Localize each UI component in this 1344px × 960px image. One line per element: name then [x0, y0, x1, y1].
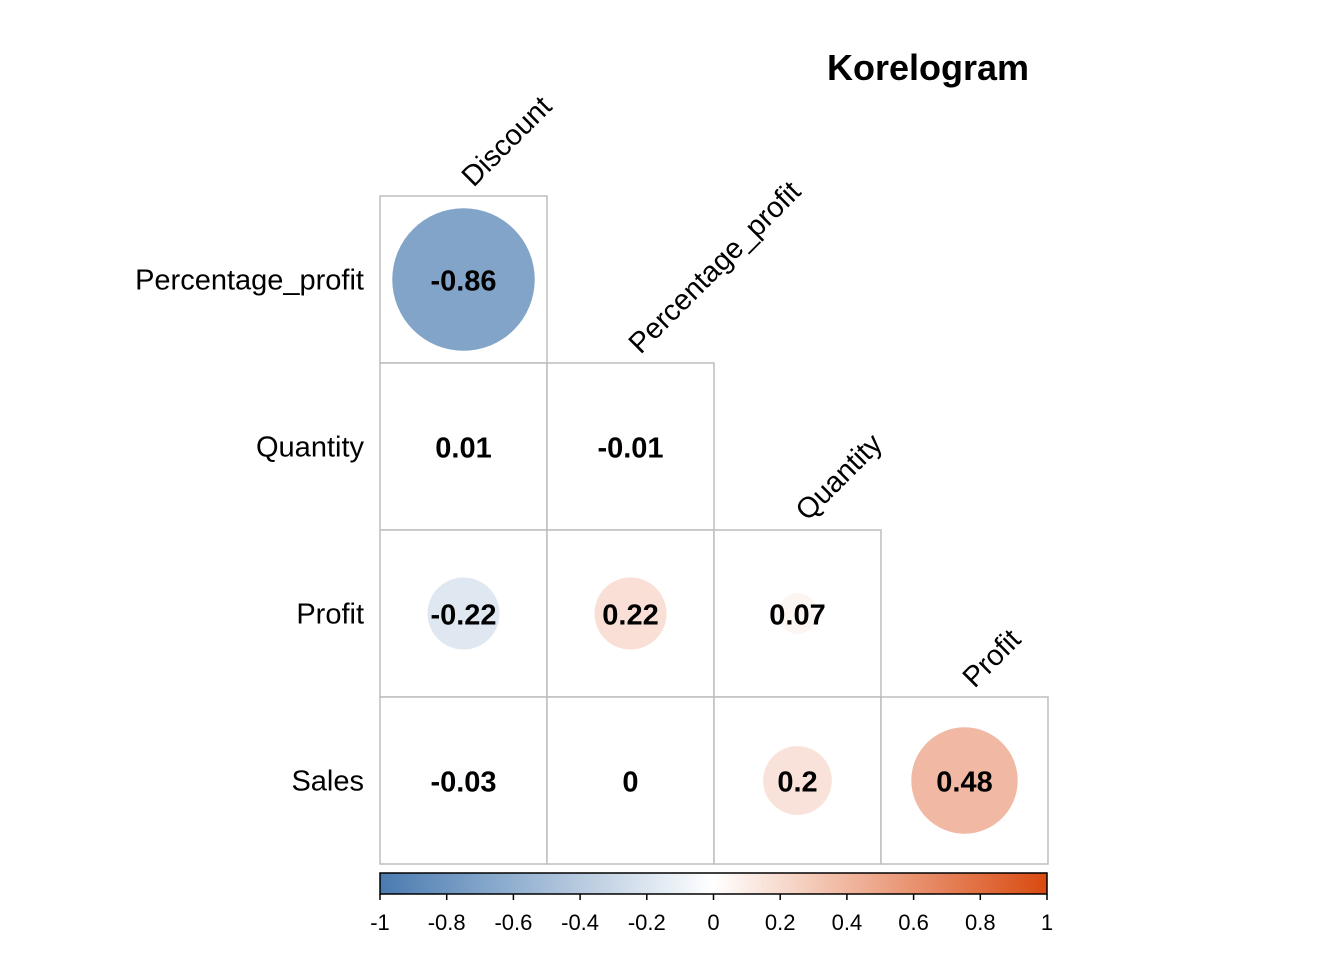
column-label: Discount	[456, 91, 558, 193]
column-label: Percentage_profit	[623, 175, 808, 360]
legend-tick-label: 0.2	[765, 910, 796, 935]
correlation-circle	[763, 746, 832, 815]
correlation-circle	[392, 208, 535, 351]
legend-tick-label: 0.8	[965, 910, 996, 935]
correlation-value: 0.07	[769, 600, 825, 632]
correlation-value: 0.2	[777, 767, 817, 799]
legend-tick-label: 0.6	[898, 910, 929, 935]
correlation-value: -0.86	[430, 266, 496, 298]
correlation-value: -0.22	[430, 600, 496, 632]
correlation-circle	[911, 727, 1018, 834]
legend-tick-label: 0.4	[832, 910, 863, 935]
legend-tick-label: -0.2	[628, 910, 666, 935]
chart-title: Korelogram	[827, 47, 1029, 88]
color-scale-bar	[379, 872, 1048, 895]
cells-layer: -0.86 0.01 -0.01 -0.22 0.22 0.07 -0.03 0 0.2 0.48	[379, 195, 1049, 865]
column-label: Quantity	[790, 428, 889, 527]
legend-tick-label: -0.4	[561, 910, 599, 935]
column-label: Profit	[957, 623, 1027, 693]
correlation-value: -0.01	[597, 433, 663, 465]
correlation-value: 0.48	[936, 767, 992, 799]
correlation-circle	[455, 438, 472, 455]
correlation-circle	[777, 593, 818, 634]
correlation-value: -0.03	[430, 767, 496, 799]
legend-tick-label: 0	[707, 910, 719, 935]
color-legend: -1 -0.8 -0.6 -0.4 -0.2 0 0.2 0.4 0.6 0.8 1	[370, 872, 1053, 935]
legend-tick-label: -1	[370, 910, 390, 935]
correlation-circle	[622, 438, 639, 455]
row-labels: Percentage_profit Quantity Profit Sales	[135, 265, 364, 798]
row-label: Quantity	[256, 432, 364, 464]
legend-tick-label: -0.8	[428, 910, 466, 935]
row-label: Sales	[291, 766, 364, 798]
correlation-value: 0.01	[435, 433, 491, 465]
legend-tick-label: 1	[1041, 910, 1053, 935]
row-label: Percentage_profit	[135, 265, 364, 297]
correlation-circle	[594, 577, 667, 650]
correlation-value: 0	[622, 767, 638, 799]
correlation-value: 0.22	[602, 600, 658, 632]
row-label: Profit	[296, 599, 364, 631]
correlation-circle	[450, 767, 477, 794]
legend-tick-label: -0.6	[494, 910, 532, 935]
correlation-circle	[427, 577, 500, 650]
cell-frame	[546, 696, 715, 865]
